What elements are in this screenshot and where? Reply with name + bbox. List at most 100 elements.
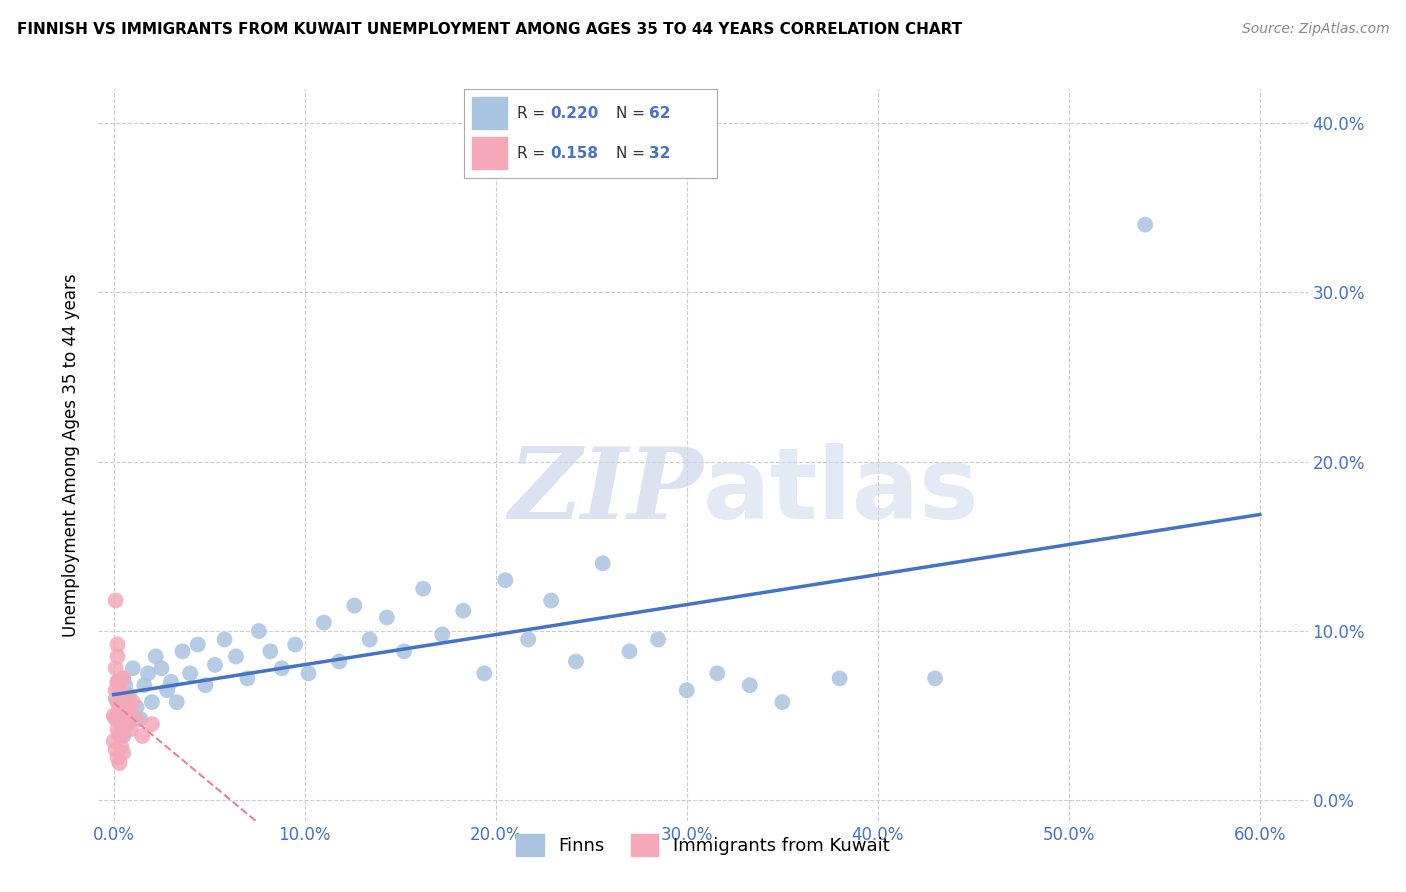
- Point: [540, 593, 562, 607]
- Point: [103, 734, 125, 748]
- Point: [118, 689, 141, 703]
- Y-axis label: Unemployment Among Ages 35 to 44 years: Unemployment Among Ages 35 to 44 years: [62, 273, 80, 637]
- Point: [107, 708, 129, 723]
- Point: [110, 739, 132, 753]
- Point: [141, 695, 163, 709]
- Point: [412, 582, 434, 596]
- Text: FINNISH VS IMMIGRANTS FROM KUWAIT UNEMPLOYMENT AMONG AGES 35 TO 44 YEARS CORRELA: FINNISH VS IMMIGRANTS FROM KUWAIT UNEMPL…: [17, 22, 962, 37]
- Point: [108, 756, 131, 770]
- Point: [120, 706, 142, 720]
- Point: [115, 712, 138, 726]
- Text: ZIP: ZIP: [508, 443, 703, 540]
- Point: [112, 729, 135, 743]
- Point: [125, 700, 148, 714]
- Point: [451, 604, 474, 618]
- Point: [107, 674, 129, 689]
- Point: [120, 723, 142, 737]
- Point: [270, 661, 292, 675]
- Point: [136, 666, 159, 681]
- Point: [107, 695, 129, 709]
- Point: [312, 615, 335, 630]
- Point: [104, 742, 127, 756]
- Point: [150, 661, 173, 675]
- Point: [166, 695, 188, 709]
- Point: [114, 695, 136, 709]
- Point: [156, 683, 179, 698]
- Point: [259, 644, 281, 658]
- Point: [160, 674, 183, 689]
- Point: [104, 712, 127, 726]
- Point: [247, 624, 270, 638]
- Point: [225, 649, 247, 664]
- Point: [675, 683, 697, 698]
- Point: [112, 725, 135, 739]
- Point: [110, 717, 132, 731]
- Point: [115, 717, 138, 731]
- Point: [112, 672, 135, 686]
- Point: [129, 712, 152, 726]
- Point: [112, 746, 135, 760]
- Point: [114, 706, 136, 720]
- Point: [738, 678, 761, 692]
- Point: [647, 632, 669, 647]
- Point: [108, 683, 131, 698]
- Point: [328, 655, 350, 669]
- Point: [141, 717, 163, 731]
- Point: [112, 672, 135, 686]
- Text: 62: 62: [648, 106, 671, 120]
- Text: atlas: atlas: [703, 443, 980, 540]
- Point: [236, 672, 259, 686]
- Point: [284, 638, 307, 652]
- Text: R =: R =: [517, 146, 550, 161]
- Point: [592, 556, 614, 570]
- Text: 0.158: 0.158: [550, 146, 598, 161]
- Point: [131, 729, 153, 743]
- Point: [107, 638, 129, 652]
- Point: [121, 695, 143, 709]
- Point: [125, 712, 148, 726]
- Point: [110, 712, 132, 726]
- Point: [924, 672, 946, 686]
- Point: [517, 632, 540, 647]
- Point: [214, 632, 236, 647]
- Bar: [471, 137, 508, 169]
- Point: [432, 627, 454, 641]
- Point: [145, 649, 167, 664]
- Point: [107, 674, 129, 689]
- Point: [204, 657, 226, 672]
- Text: N =: N =: [616, 146, 650, 161]
- Point: [297, 666, 319, 681]
- Text: N =: N =: [616, 106, 650, 120]
- Point: [103, 708, 125, 723]
- Point: [108, 729, 131, 743]
- Point: [104, 683, 127, 698]
- Point: [375, 610, 398, 624]
- Point: [121, 661, 143, 675]
- Legend: Finns, Immigrants from Kuwait: Finns, Immigrants from Kuwait: [509, 826, 897, 863]
- Bar: [471, 97, 508, 129]
- Point: [107, 649, 129, 664]
- Point: [194, 678, 217, 692]
- Point: [172, 644, 194, 658]
- Point: [187, 638, 209, 652]
- Point: [343, 599, 366, 613]
- Point: [114, 678, 136, 692]
- Point: [706, 666, 728, 681]
- Point: [494, 573, 516, 587]
- Point: [179, 666, 201, 681]
- Point: [134, 678, 156, 692]
- Text: 32: 32: [648, 146, 671, 161]
- Point: [472, 666, 495, 681]
- Text: Source: ZipAtlas.com: Source: ZipAtlas.com: [1241, 22, 1389, 37]
- Point: [110, 700, 132, 714]
- Text: R =: R =: [517, 106, 550, 120]
- Point: [110, 691, 132, 706]
- Point: [107, 751, 129, 765]
- Point: [108, 678, 131, 692]
- Point: [104, 691, 127, 706]
- Point: [392, 644, 415, 658]
- Point: [114, 689, 136, 703]
- Point: [104, 661, 127, 675]
- Text: 0.220: 0.220: [550, 106, 599, 120]
- Point: [1135, 218, 1157, 232]
